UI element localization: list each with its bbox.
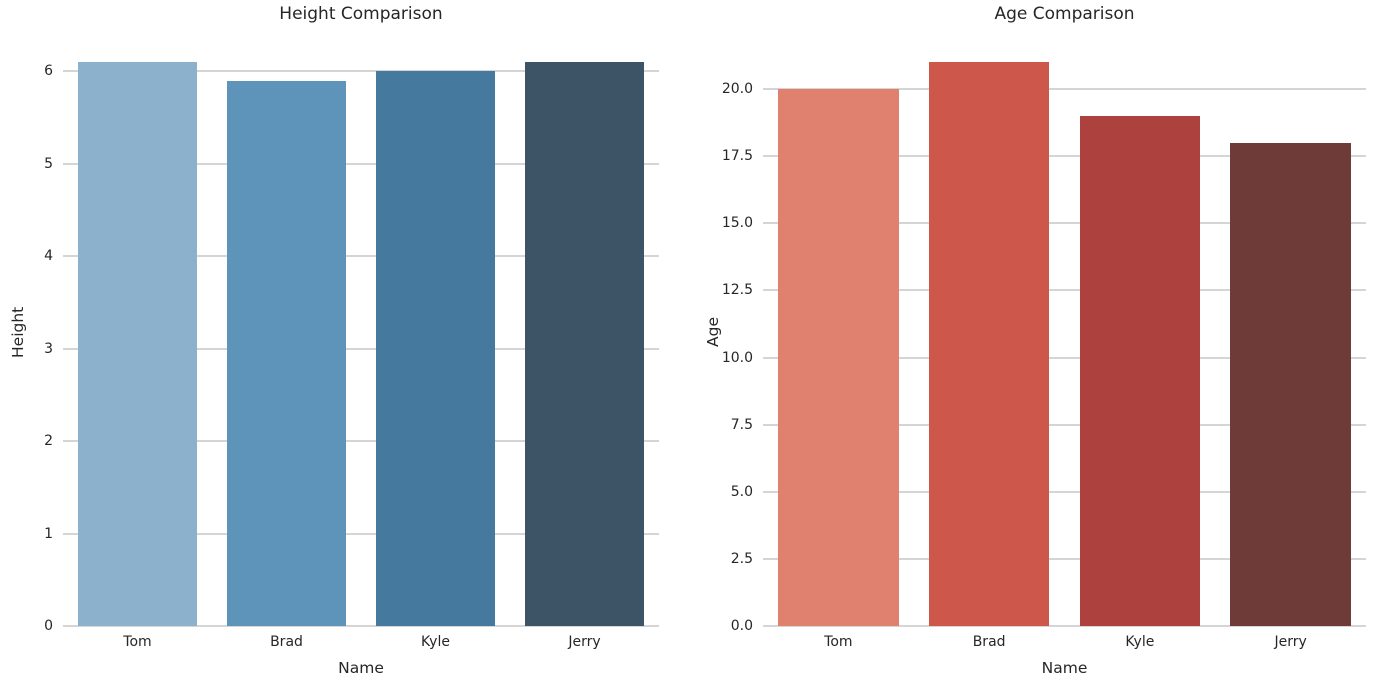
- x-tick-label: Kyle: [1125, 634, 1155, 650]
- chart-height-comparison: Height Height Comparison Name 0 1 2 3 4 5 6 Tom…: [0, 0, 694, 690]
- bar-slot: [1215, 38, 1366, 626]
- x-tick-label: Brad: [270, 634, 303, 650]
- bar-series: [763, 38, 1366, 626]
- y-tick-label: 4: [44, 248, 53, 265]
- y-tick-label: 17.5: [721, 148, 753, 165]
- bar-tom: [77, 62, 198, 626]
- x-axis-label: Name: [338, 659, 384, 677]
- y-tick-label: 6: [44, 63, 53, 80]
- bar-brad: [226, 80, 347, 626]
- gridline: [63, 532, 659, 535]
- chart-age-comparison: Age Age Comparison Name 0.0 2.5 5.0 7.5 10.0…: [695, 0, 1389, 690]
- x-tick-label: Tom: [824, 634, 853, 650]
- y-tick-label: 0.0: [730, 618, 753, 634]
- x-tick-label: Jerry: [1274, 634, 1307, 650]
- y-tick-label: 3: [44, 340, 53, 357]
- x-tick-row: Tom Brad Kyle Jerry: [63, 634, 659, 650]
- y-tick-label: 0: [44, 618, 53, 634]
- gridline: [763, 625, 1366, 627]
- bar-slot: [1065, 38, 1216, 626]
- gridline: [763, 155, 1366, 158]
- chart-title: Height Comparison: [279, 4, 443, 24]
- x-tick-label: Kyle: [421, 634, 450, 650]
- bar-brad: [928, 62, 1050, 626]
- bar-tom: [778, 89, 899, 626]
- gridline: [763, 557, 1366, 560]
- y-tick-label: 15.0: [721, 215, 753, 232]
- gridline: [63, 162, 659, 165]
- x-axis-label: Name: [1041, 659, 1088, 677]
- gridline: [763, 222, 1366, 225]
- bar-slot: [763, 38, 914, 626]
- gridline: [63, 70, 659, 73]
- gridline: [763, 289, 1366, 292]
- bar-kyle: [1079, 115, 1201, 626]
- gridline: [763, 490, 1366, 493]
- gridline: [63, 625, 659, 627]
- bar-kyle: [375, 71, 496, 626]
- y-tick-label: 1: [44, 525, 53, 542]
- gridline: [763, 88, 1366, 91]
- y-tick-label: 2.5: [730, 550, 753, 567]
- gridline: [763, 423, 1366, 426]
- chart-title: Age Comparison: [994, 4, 1135, 24]
- bar-slot: [63, 38, 212, 626]
- bar-slot: [361, 38, 510, 626]
- bar-jerry: [524, 62, 645, 626]
- bar-series: [63, 38, 659, 626]
- y-tick-label: 10.0: [721, 349, 753, 366]
- y-tick-label: 20.0: [721, 81, 753, 98]
- y-tick-label: 5.0: [730, 483, 753, 500]
- x-tick-label: Jerry: [568, 634, 601, 650]
- y-tick-label: 12.5: [721, 282, 753, 299]
- gridline: [763, 356, 1366, 359]
- bar-slot: [510, 38, 659, 626]
- y-tick-label: 7.5: [730, 416, 753, 433]
- x-tick-label: Brad: [972, 634, 1006, 650]
- gridline: [63, 255, 659, 258]
- plot-area: Age Comparison Name 0.0 2.5 5.0 7.5 10.0 12.5…: [722, 4, 1366, 677]
- x-tick-row: Tom Brad Kyle Jerry: [763, 634, 1366, 650]
- bar-slot: [914, 38, 1065, 626]
- y-axis-label: Height: [9, 306, 27, 358]
- gridline: [63, 440, 659, 443]
- bar-slot: [212, 38, 361, 626]
- gridline: [63, 347, 659, 350]
- plot-area: Height Comparison Name 0 1 2 3 4 5 6 Tom Brad Kyl…: [44, 4, 659, 677]
- bar-jerry: [1230, 142, 1351, 626]
- y-axis-label: Age: [704, 317, 722, 347]
- y-tick-label: 5: [44, 155, 53, 172]
- y-tick-label: 2: [44, 433, 53, 450]
- x-tick-label: Tom: [123, 634, 152, 650]
